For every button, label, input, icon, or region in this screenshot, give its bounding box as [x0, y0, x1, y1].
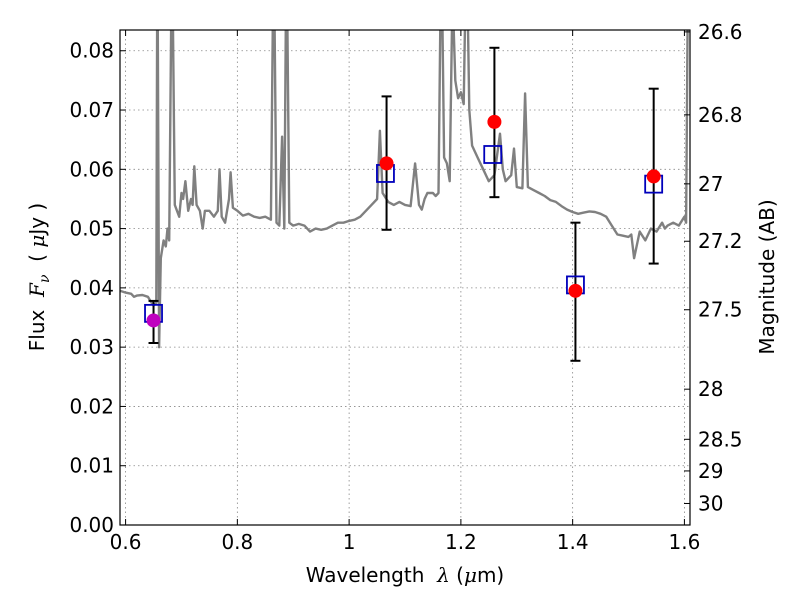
x-axis-label: Wavelength λ (μm)	[306, 563, 505, 587]
x-tick-label: 0.6	[110, 530, 142, 554]
observed-point	[146, 313, 161, 328]
y2-tick-label: 27	[698, 172, 723, 196]
plot-frame	[119, 29, 691, 526]
y2-tick-label: 26.8	[698, 103, 743, 127]
observed-points	[146, 114, 661, 328]
y2-axis-label: Magnitude (AB)	[755, 199, 779, 354]
observed-point	[646, 169, 661, 184]
x-tick-label: 1.2	[445, 530, 477, 554]
y-tick-label: 0.05	[69, 217, 114, 241]
y-tick-label: 0.07	[69, 98, 114, 122]
y2-tick-label: 30	[698, 491, 723, 515]
y-tick-label: 0.04	[69, 276, 114, 300]
grid	[120, 30, 690, 525]
y2-tick-label: 28.5	[698, 427, 743, 451]
spectrum-line	[120, 30, 689, 349]
y-tick-label: 0.06	[69, 157, 114, 181]
axis-ticks	[120, 30, 690, 526]
tick-labels: 0.6 0.8 1 1.2 1.4 1.6 0.00 0.01 0.02 0.03 0.04 0.05…	[69, 20, 742, 554]
x-tick-label: 1.4	[557, 530, 589, 554]
y-axis-label: Flux Fν ( μJy )	[25, 203, 53, 351]
observed-point	[487, 114, 502, 129]
x-tick-label: 1.6	[669, 530, 701, 554]
y2-tick-label: 28	[698, 377, 723, 401]
y-tick-label: 0.03	[69, 335, 114, 359]
observed-point	[568, 283, 583, 298]
observed-point	[379, 156, 394, 171]
y2-tick-label: 26.6	[698, 20, 743, 44]
y2-tick-label: 27.5	[698, 298, 743, 322]
x-tick-label: 1	[343, 530, 356, 554]
spectrum-series	[120, 30, 689, 349]
model-square	[483, 145, 503, 164]
y2-tick-label: 29	[698, 459, 723, 483]
y-tick-label: 0.08	[69, 39, 114, 63]
x-tick-label: 0.8	[221, 530, 253, 554]
y-tick-label: 0.00	[69, 513, 114, 537]
y2-tick-label: 27.2	[698, 229, 743, 253]
model-points	[144, 145, 664, 323]
y-tick-label: 0.01	[69, 454, 114, 478]
y-tick-label: 0.02	[69, 394, 114, 418]
